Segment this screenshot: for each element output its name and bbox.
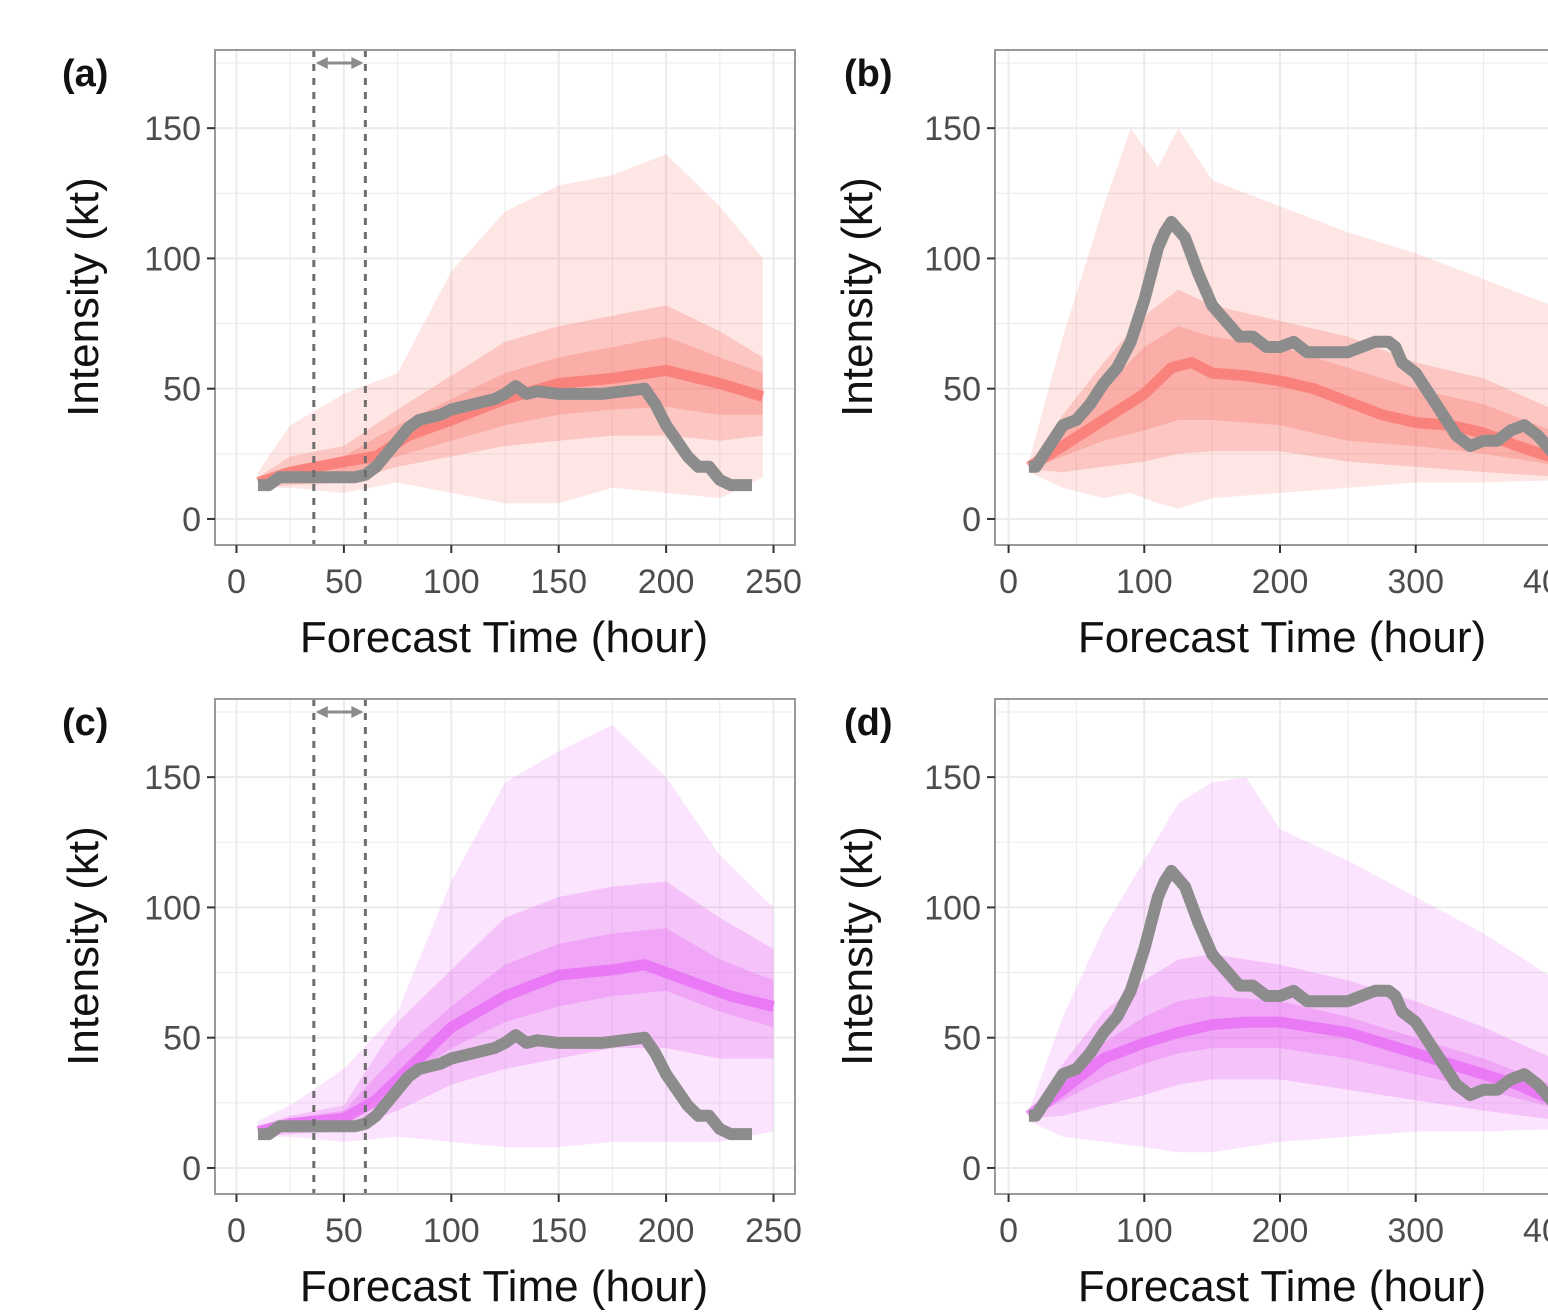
x-tick-label: 0	[227, 1212, 246, 1250]
gridlines	[215, 699, 795, 1194]
observed-line	[258, 380, 752, 492]
x-tick-label: 100	[1116, 563, 1173, 601]
uncertainty-band-3	[1028, 996, 1548, 1119]
gridlines	[995, 50, 1548, 545]
x-tick-label: 200	[638, 1212, 695, 1250]
observed-line	[1028, 864, 1548, 1122]
plot-background	[995, 50, 1548, 545]
x-tick-label: 150	[530, 1212, 587, 1250]
x-axis-title: Forecast Time (hour)	[300, 613, 708, 662]
observed-line	[258, 1029, 752, 1141]
y-tick-label: 100	[144, 889, 201, 927]
x-axis-title: Forecast Time (hour)	[1078, 1262, 1486, 1311]
y-tick-label: 100	[924, 240, 981, 278]
x-tick-label: 0	[227, 563, 246, 601]
x-tick-label: 200	[1252, 1212, 1309, 1250]
y-tick-label: 50	[943, 371, 981, 409]
x-tick-label: 100	[1116, 1212, 1173, 1250]
x-tick-label: 50	[325, 563, 363, 601]
uncertainty-band-3	[1028, 326, 1548, 470]
y-tick-label: 50	[163, 371, 201, 409]
arrowhead-right	[351, 57, 364, 70]
y-tick-label: 100	[144, 240, 201, 278]
x-tick-label: 100	[423, 1212, 480, 1250]
y-tick-label: 150	[144, 759, 201, 797]
y-tick-label: 150	[924, 759, 981, 797]
y-axis-title: Intensity (kt)	[833, 177, 882, 417]
panel-a: (a) Intensity (kt) Forecast Time (hour) …	[59, 49, 802, 662]
plot-border	[214, 49, 796, 546]
uncertainty-band-1	[1028, 128, 1548, 509]
y-tick-label: 150	[144, 110, 201, 148]
uncertainty-band-1	[258, 154, 763, 504]
x-tick-label: 50	[325, 1212, 363, 1250]
arrowhead-left	[315, 706, 328, 719]
median-line	[1026, 357, 1548, 472]
panel-label: (d)	[844, 702, 893, 744]
plot-border	[214, 698, 796, 1195]
y-tick-label: 0	[962, 1150, 981, 1188]
y-tick-label: 50	[943, 1020, 981, 1058]
panel-b: (b) Intensity (kt) Forecast Time (hour) …	[833, 49, 1548, 662]
arrowhead-right	[351, 706, 364, 719]
x-tick-label: 250	[745, 563, 802, 601]
uncertainty-band-2	[1028, 954, 1548, 1119]
uncertainty-band-2	[258, 881, 774, 1137]
panel-d: (d) Intensity (kt) Forecast Time (hour) …	[833, 698, 1548, 1311]
y-tick-label: 100	[924, 889, 981, 927]
arrowhead-left	[315, 57, 328, 70]
y-tick-label: 150	[924, 110, 981, 148]
y-axis-title: Intensity (kt)	[59, 826, 108, 1066]
y-tick-label: 50	[163, 1020, 201, 1058]
x-tick-label: 200	[1252, 563, 1309, 601]
y-tick-label: 0	[182, 501, 201, 539]
y-axis-title: Intensity (kt)	[59, 177, 108, 417]
x-tick-label: 100	[423, 563, 480, 601]
y-tick-label: 0	[182, 1150, 201, 1188]
x-tick-label: 400	[1523, 563, 1548, 601]
median-line	[256, 959, 775, 1137]
panel-label: (a)	[62, 53, 108, 95]
x-tick-label: 0	[999, 563, 1018, 601]
y-tick-label: 0	[962, 501, 981, 539]
median-line	[1025, 1016, 1548, 1121]
panel-label: (c)	[62, 702, 108, 744]
median-line	[256, 364, 765, 488]
x-tick-label: 300	[1387, 1212, 1444, 1250]
x-tick-label: 0	[999, 1212, 1018, 1250]
x-tick-label: 400	[1523, 1212, 1548, 1250]
x-axis-title: Forecast Time (hour)	[1078, 613, 1486, 662]
y-axis-title: Intensity (kt)	[833, 826, 882, 1066]
x-tick-label: 150	[530, 563, 587, 601]
observed-line	[1028, 215, 1548, 473]
x-tick-label: 300	[1387, 563, 1444, 601]
plot-background	[995, 699, 1548, 1194]
panel-c: (c) Intensity (kt) Forecast Time (hour) …	[59, 698, 802, 1311]
x-axis-title: Forecast Time (hour)	[300, 1262, 708, 1311]
panel-label: (b)	[844, 53, 893, 95]
x-tick-label: 200	[638, 563, 695, 601]
x-tick-label: 250	[745, 1212, 802, 1250]
